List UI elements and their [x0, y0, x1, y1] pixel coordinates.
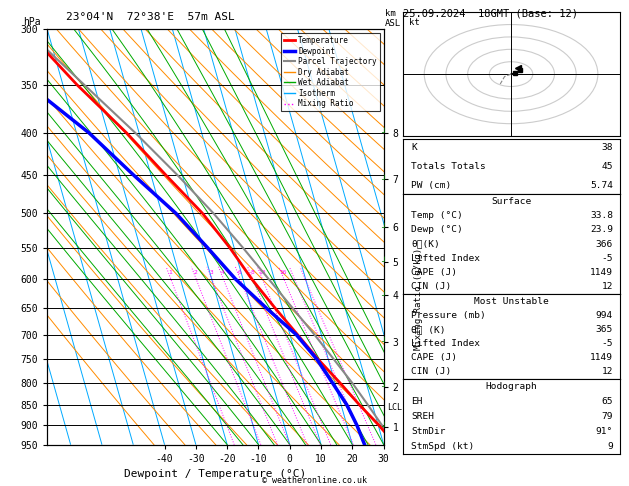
- Text: θᴇ (K): θᴇ (K): [411, 325, 446, 334]
- Text: Temp (°C): Temp (°C): [411, 211, 463, 220]
- Text: 1149: 1149: [590, 268, 613, 277]
- Text: 12: 12: [601, 282, 613, 292]
- Text: 4: 4: [221, 270, 225, 275]
- Text: 10: 10: [259, 270, 265, 275]
- Text: CAPE (J): CAPE (J): [411, 353, 457, 363]
- Text: SREH: SREH: [411, 412, 434, 421]
- Text: 366: 366: [596, 240, 613, 249]
- Text: © weatheronline.co.uk: © weatheronline.co.uk: [262, 476, 367, 485]
- Text: K: K: [411, 143, 417, 152]
- Text: Mixing Ratio (g/kg): Mixing Ratio (g/kg): [414, 248, 423, 350]
- Text: ┘: ┘: [381, 257, 386, 266]
- Text: CAPE (J): CAPE (J): [411, 268, 457, 277]
- Text: ┘: ┘: [381, 175, 386, 184]
- Text: ┘: ┘: [381, 291, 386, 300]
- Text: 1: 1: [169, 270, 172, 275]
- Text: 45: 45: [601, 162, 613, 171]
- Text: Hodograph: Hodograph: [485, 382, 537, 391]
- Text: 6: 6: [238, 270, 242, 275]
- Text: ┘: ┘: [381, 223, 386, 232]
- Text: 365: 365: [596, 325, 613, 334]
- Text: PW (cm): PW (cm): [411, 181, 452, 190]
- Text: LCL: LCL: [387, 403, 402, 413]
- Text: CIN (J): CIN (J): [411, 367, 452, 377]
- Text: Pressure (mb): Pressure (mb): [411, 311, 486, 320]
- Text: kt: kt: [409, 18, 420, 27]
- Text: 65: 65: [601, 397, 613, 406]
- Text: 91°: 91°: [596, 427, 613, 436]
- X-axis label: Dewpoint / Temperature (°C): Dewpoint / Temperature (°C): [125, 469, 306, 479]
- Text: Lifted Index: Lifted Index: [411, 339, 480, 348]
- Text: ┘: ┘: [381, 382, 386, 392]
- Text: Totals Totals: Totals Totals: [411, 162, 486, 171]
- Text: Most Unstable: Most Unstable: [474, 296, 548, 306]
- Text: 8: 8: [250, 270, 254, 275]
- Text: CIN (J): CIN (J): [411, 282, 452, 292]
- Text: 2: 2: [194, 270, 198, 275]
- Text: hPa: hPa: [23, 17, 41, 27]
- Text: EH: EH: [411, 397, 423, 406]
- Text: -5: -5: [601, 339, 613, 348]
- Text: 23°04'N  72°38'E  57m ASL: 23°04'N 72°38'E 57m ASL: [66, 12, 235, 22]
- Text: StmDir: StmDir: [411, 427, 446, 436]
- Text: 79: 79: [601, 412, 613, 421]
- Text: -5: -5: [601, 254, 613, 263]
- Text: 1149: 1149: [590, 353, 613, 363]
- Text: 23.9: 23.9: [590, 226, 613, 234]
- Text: ┘: ┘: [381, 338, 386, 347]
- Text: km
ASL: km ASL: [385, 9, 401, 28]
- Text: 5.74: 5.74: [590, 181, 613, 190]
- Text: StmSpd (kt): StmSpd (kt): [411, 442, 474, 451]
- Legend: Temperature, Dewpoint, Parcel Trajectory, Dry Adiabat, Wet Adiabat, Isotherm, Mi: Temperature, Dewpoint, Parcel Trajectory…: [281, 33, 380, 111]
- Text: 3: 3: [209, 270, 213, 275]
- Text: 25.09.2024  18GMT (Base: 12): 25.09.2024 18GMT (Base: 12): [403, 9, 577, 19]
- Text: 12: 12: [601, 367, 613, 377]
- Text: Lifted Index: Lifted Index: [411, 254, 480, 263]
- Text: 33.8: 33.8: [590, 211, 613, 220]
- Text: θᴇ(K): θᴇ(K): [411, 240, 440, 249]
- Text: 16: 16: [280, 270, 287, 275]
- Text: Surface: Surface: [491, 197, 531, 206]
- Text: Dewp (°C): Dewp (°C): [411, 226, 463, 234]
- Text: 9: 9: [608, 442, 613, 451]
- Text: ┘: ┘: [381, 128, 386, 138]
- Text: ┘: ┘: [381, 423, 386, 432]
- Text: 994: 994: [596, 311, 613, 320]
- Text: 38: 38: [601, 143, 613, 152]
